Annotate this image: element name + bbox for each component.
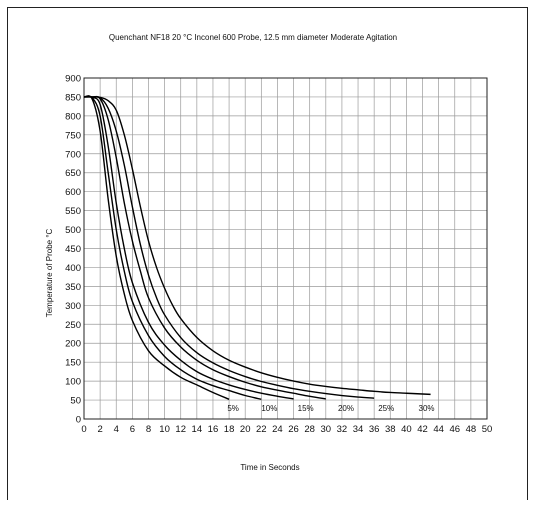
- x-tick-label: 4: [114, 424, 119, 435]
- x-tick-label: 40: [401, 424, 412, 435]
- series-label-25pct: 25%: [378, 404, 394, 413]
- x-tick-label: 6: [130, 424, 135, 435]
- y-tick-label: 200: [65, 339, 81, 350]
- x-tick-label: 0: [81, 424, 86, 435]
- y-tick-label: 550: [65, 206, 81, 217]
- x-tick-label: 14: [192, 424, 203, 435]
- chart-grid: [83, 77, 488, 420]
- y-tick-label: 50: [70, 396, 81, 407]
- chart-title: Quenchant NF18 20 °C Inconel 600 Probe, …: [109, 33, 397, 42]
- x-axis-label: Time in Seconds: [240, 463, 299, 472]
- y-tick-label: 850: [65, 92, 81, 103]
- series-label-10pct: 10%: [261, 404, 277, 413]
- series-line-5pct: [83, 95, 230, 400]
- x-tick-label: 44: [433, 424, 444, 435]
- y-tick-label: 750: [65, 130, 81, 141]
- y-tick-label: 700: [65, 149, 81, 160]
- y-tick-label: 500: [65, 225, 81, 236]
- y-tick-labels: 0 50 100 150 200 250 300 350 400 450 500 550 600 650 7…: [65, 74, 81, 426]
- x-tick-label: 32: [337, 424, 348, 435]
- x-tick-label: 18: [224, 424, 235, 435]
- y-tick-label: 600: [65, 187, 81, 198]
- series-label-5pct: 5%: [227, 404, 239, 413]
- x-tick-label: 30: [321, 424, 332, 435]
- x-tick-label: 42: [417, 424, 428, 435]
- y-tick-label: 300: [65, 301, 81, 312]
- y-tick-label: 350: [65, 282, 81, 293]
- y-tick-label: 400: [65, 263, 81, 274]
- series-label-20pct: 20%: [338, 404, 354, 413]
- y-tick-label: 650: [65, 168, 81, 179]
- x-tick-label: 20: [240, 424, 251, 435]
- series-line-20pct: [83, 95, 326, 400]
- series-line-30pct: [83, 96, 431, 396]
- x-tick-label: 38: [385, 424, 396, 435]
- x-tick-label: 34: [353, 424, 364, 435]
- x-tick-label: 12: [175, 424, 186, 435]
- x-tick-label: 36: [369, 424, 380, 435]
- x-tick-label: 24: [272, 424, 283, 435]
- series-line-10pct: [83, 95, 262, 400]
- series-label-30pct: 30%: [419, 404, 435, 413]
- x-tick-label: 10: [159, 424, 170, 435]
- x-tick-label: 48: [466, 424, 477, 435]
- y-tick-label: 800: [65, 111, 81, 122]
- chart-frame: [7, 7, 528, 500]
- x-tick-label: 22: [256, 424, 267, 435]
- y-tick-label: 450: [65, 244, 81, 255]
- x-tick-label: 8: [146, 424, 151, 435]
- y-tick-label: 100: [65, 377, 81, 388]
- x-tick-label: 46: [449, 424, 460, 435]
- y-tick-label: 250: [65, 320, 81, 331]
- y-tick-label: 150: [65, 358, 81, 369]
- series-line-25pct: [83, 95, 375, 399]
- series-label-15pct: 15%: [298, 404, 314, 413]
- x-tick-label: 2: [97, 424, 102, 435]
- series-curves: [83, 95, 431, 400]
- x-tick-label: 26: [288, 424, 299, 435]
- x-tick-label: 16: [208, 424, 219, 435]
- series-line-15pct: [83, 95, 294, 400]
- y-tick-label: 0: [76, 415, 81, 426]
- x-tick-label: 50: [482, 424, 493, 435]
- series-labels: 5% 10% 15% 20% 25% 30%: [227, 404, 434, 413]
- x-tick-label: 28: [304, 424, 315, 435]
- plot-area: [83, 77, 488, 420]
- x-tick-labels: 0 2 4 6 8 10 12 14 16 18 20 22 24 26 28 30 32 34 36 38 40 42 4…: [81, 424, 492, 435]
- y-tick-label: 900: [65, 74, 81, 85]
- y-axis-label: Temperature of Probe °C: [45, 228, 54, 317]
